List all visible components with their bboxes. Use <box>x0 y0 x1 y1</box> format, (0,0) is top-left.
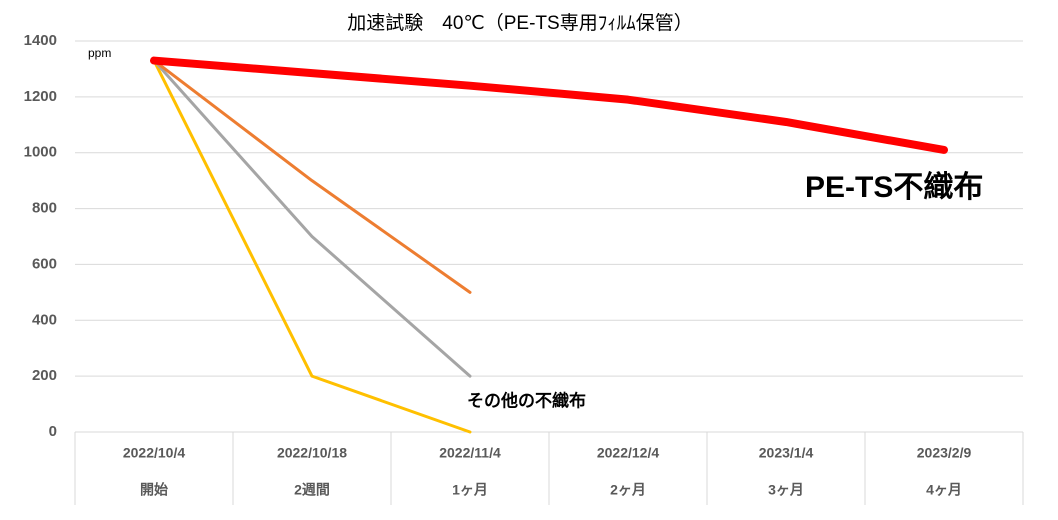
x-tick-sublabel: 3ヶ月 <box>768 482 804 498</box>
x-tick-label: 2023/1/4 <box>759 445 814 461</box>
series-line <box>150 56 948 154</box>
y-tick-label: 1000 <box>24 144 57 161</box>
y-tick-label: 1400 <box>24 32 57 49</box>
x-tick-sublabel: 1ヶ月 <box>452 482 488 498</box>
y-tick-label: 1200 <box>24 88 57 105</box>
y-tick-label: 0 <box>49 423 57 440</box>
y-tick-label: 400 <box>32 311 57 328</box>
x-tick-label: 2022/12/4 <box>597 445 659 461</box>
y-tick-label: 800 <box>32 200 57 217</box>
chart-title: 加速試験 40℃（PE-TS専用ﾌｨﾙﾑ保管） <box>347 12 692 34</box>
x-tick-sublabel: 2ヶ月 <box>610 482 646 498</box>
y-axis-label: ppm <box>88 46 111 60</box>
series-label: PE-TS不織布 <box>805 171 983 204</box>
x-tick-sublabel: 4ヶ月 <box>926 482 962 498</box>
annotation: その他の不織布 <box>467 390 586 410</box>
x-tick-label: 2023/2/9 <box>917 445 972 461</box>
series-line <box>152 59 472 294</box>
series-line <box>152 59 472 378</box>
x-tick-sublabel: 開始 <box>140 482 168 498</box>
y-tick-label: 600 <box>32 255 57 272</box>
x-tick-label: 2022/11/4 <box>439 445 501 461</box>
x-tick-label: 2022/10/4 <box>123 445 185 461</box>
y-tick-label: 200 <box>32 367 57 384</box>
x-tick-sublabel: 2週間 <box>294 482 330 498</box>
x-tick-label: 2022/10/18 <box>277 445 347 461</box>
series-line <box>152 59 472 434</box>
